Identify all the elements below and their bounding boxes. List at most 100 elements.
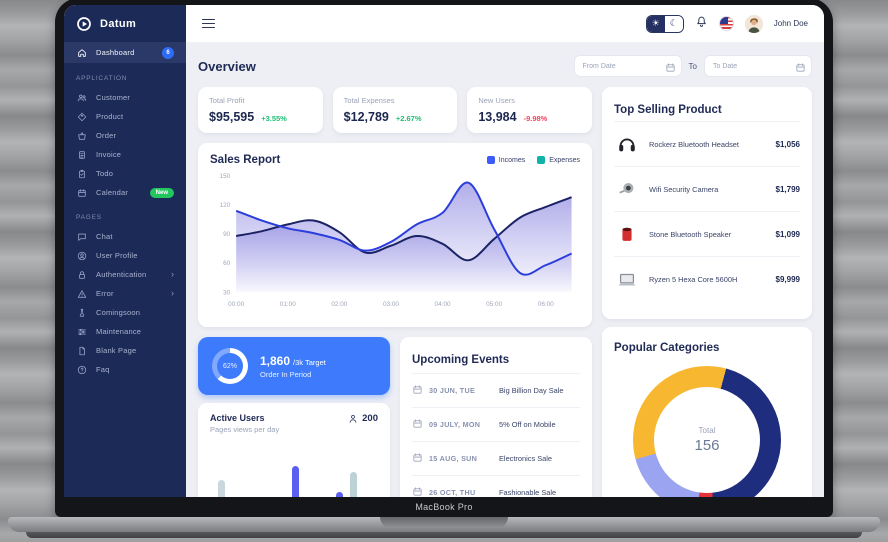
categories-donut-chart[interactable]: Total 156 (633, 366, 781, 497)
svg-text:30: 30 (223, 289, 231, 296)
stat-card-total-expenses: Total Expenses $12,789 +2.67% (332, 87, 458, 133)
product-row[interactable]: Stone Bluetooth Speaker $1,099 (614, 212, 800, 257)
laptop-base-shadow (26, 532, 862, 538)
laptop-bezel: Datum Dashboard 6 APPLICATION Customer (55, 0, 833, 517)
sidebar-item-maintenance[interactable]: Maintenance (64, 322, 186, 341)
page-icon (76, 345, 87, 356)
sidebar-item-customer[interactable]: Customer (64, 88, 186, 107)
language-flag-us[interactable] (718, 16, 734, 31)
dashboard-count-badge: 6 (162, 46, 174, 59)
headset-icon (614, 132, 640, 156)
target-caption: Order In Period (260, 369, 312, 379)
to-label: To (688, 61, 697, 71)
popular-categories-card: Popular Categories Total 156 (602, 327, 812, 497)
calendar-icon (795, 60, 806, 72)
legend-expenses[interactable]: Expenses (537, 156, 580, 164)
sidebar-item-dashboard[interactable]: Dashboard 6 (64, 42, 186, 63)
avatar[interactable] (744, 14, 763, 33)
sidebar-item-calendar[interactable]: Calendar New (64, 183, 186, 202)
invoice-icon (76, 149, 87, 160)
top-selling-card: Top Selling Product Rockerz Bluetooth He… (602, 87, 812, 319)
bar (218, 480, 225, 497)
sidebar-item-order[interactable]: Order (64, 126, 186, 145)
sliders-icon (76, 326, 87, 337)
event-date: 15 AUG, SUN (429, 454, 478, 463)
calendar-new-badge: New (149, 187, 174, 198)
event-row[interactable]: 15 AUG, SUN Electronics Sale (412, 441, 580, 475)
product-row[interactable]: Rockerz Bluetooth Headset $1,056 (614, 122, 800, 167)
bar (350, 472, 357, 497)
theme-toggle[interactable]: ☀ ☾ (645, 14, 684, 33)
tag-icon (76, 111, 87, 122)
moon-icon[interactable]: ☾ (664, 15, 683, 32)
user-name[interactable]: John Doe (773, 19, 808, 28)
question-icon (76, 364, 87, 375)
laptop-icon (614, 268, 640, 292)
brand[interactable]: Datum (64, 5, 186, 42)
stat-delta: -9.98% (523, 114, 548, 123)
sidebar-item-error[interactable]: Error › (64, 284, 186, 303)
lock-icon (76, 269, 87, 280)
legend-label: Incomes (498, 156, 526, 164)
chat-icon (76, 231, 87, 242)
sidebar-item-comingsoon[interactable]: Comingsoon (64, 303, 186, 322)
donut-total-value: 156 (694, 437, 720, 454)
sales-line-chart[interactable]: 30 60 90 120 150 00:00 01:00 02:00 03:00 04:00 05:… (210, 168, 580, 314)
menu-toggle-icon[interactable] (202, 18, 215, 29)
events-title: Upcoming Events (412, 354, 510, 366)
active-users-card: Active Users Pages views per day 200 (198, 403, 390, 497)
event-row[interactable]: 30 JUN, TUE Big Billion Day Sale (412, 373, 580, 407)
sidebar-item-faq[interactable]: Faq (64, 360, 186, 379)
page-title: Overview (198, 58, 256, 74)
sidebar-item-user-profile[interactable]: User Profile (64, 246, 186, 265)
svg-text:01:00: 01:00 (280, 301, 296, 308)
calendar-icon (412, 484, 423, 498)
sidebar-item-label: Maintenance (96, 327, 142, 336)
donut-total-label: Total (698, 426, 716, 435)
sidebar-item-label: User Profile (96, 251, 138, 260)
to-date-input[interactable] (704, 55, 812, 78)
svg-text:150: 150 (220, 173, 231, 180)
todo-icon (76, 168, 87, 179)
bar (336, 492, 343, 497)
from-date-input[interactable] (573, 55, 682, 78)
chevron-right-icon: › (171, 269, 174, 279)
calendar-icon (412, 450, 423, 468)
product-name: Stone Bluetooth Speaker (649, 229, 732, 239)
sidebar-item-label: Calendar (96, 188, 129, 197)
event-name: 5% Off on Mobile (499, 420, 556, 429)
sidebar-item-todo[interactable]: Todo (64, 164, 186, 183)
sidebar-item-product[interactable]: Product (64, 107, 186, 126)
sidebar-item-label: Authentication (96, 270, 147, 279)
sidebar-item-label: Error (96, 289, 114, 298)
stat-value: 13,984 (478, 110, 517, 124)
sidebar-item-label: Todo (96, 169, 114, 178)
sales-report-title: Sales Report (210, 154, 281, 166)
sidebar-item-invoice[interactable]: Invoice (64, 145, 186, 164)
active-users-bar-chart[interactable] (210, 446, 378, 497)
device-label: MacBook Pro (415, 502, 473, 512)
sidebar-item-blank-page[interactable]: Blank Page (64, 341, 186, 360)
stat-label: New Users (478, 96, 516, 105)
product-row[interactable]: Ryzen 5 Hexa Core 5600H $9,999 (614, 257, 800, 302)
stat-value: $12,789 (343, 110, 389, 124)
sidebar-item-label: Order (96, 131, 117, 140)
product-row[interactable]: Wifi Security Camera $1,799 (614, 167, 800, 212)
svg-text:06:00: 06:00 (538, 301, 554, 308)
sidebar-item-chat[interactable]: Chat (64, 227, 186, 246)
sidebar-item-label: Invoice (96, 150, 122, 159)
top-selling-title: Top Selling Product (614, 103, 722, 116)
event-row[interactable]: 09 JULY, MON 5% Off on Mobile (412, 407, 580, 441)
event-name: Big Billion Day Sale (499, 386, 564, 395)
product-name: Rockerz Bluetooth Headset (649, 139, 739, 149)
event-date: 09 JULY, MON (429, 420, 481, 429)
stat-label: Total Expenses (343, 96, 395, 105)
legend-incomes[interactable]: Incomes (486, 156, 526, 164)
notifications-bell-icon[interactable] (695, 15, 708, 33)
event-row[interactable]: 26 OCT, THU Fashionable Sale (412, 475, 580, 497)
sidebar-item-authentication[interactable]: Authentication › (64, 265, 186, 284)
sun-icon[interactable]: ☀ (646, 15, 665, 32)
stat-delta: +3.55% (261, 114, 287, 123)
active-users-count: 200 (362, 413, 378, 424)
